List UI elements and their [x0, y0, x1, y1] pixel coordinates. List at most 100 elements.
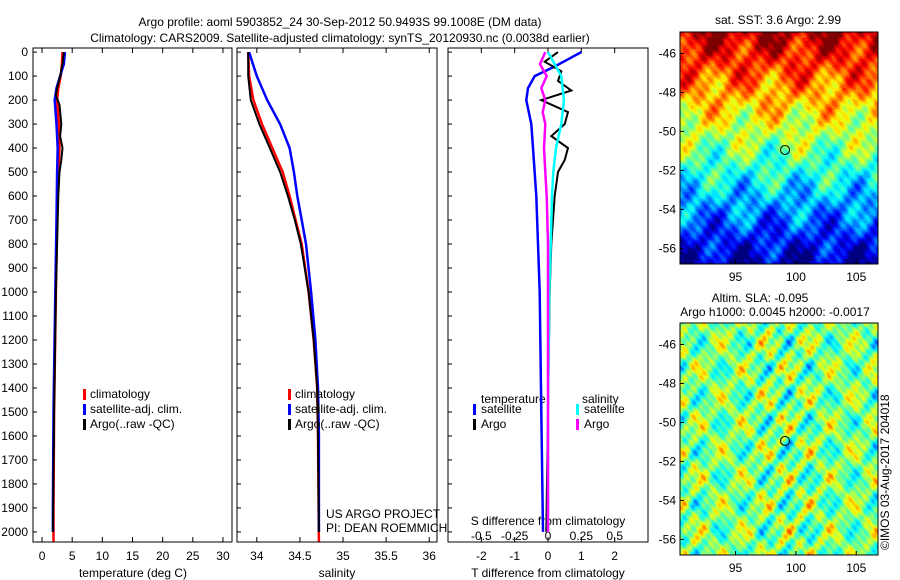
depth-tick-label: 1800	[1, 477, 28, 491]
diff-legend-swatch	[473, 404, 476, 415]
difference-x2tick-label: -0.5	[471, 529, 492, 543]
temperature-legend-label: Argo(..raw -QC)	[90, 417, 175, 431]
depth-tick-label: 1700	[1, 453, 28, 467]
difference-x2tick-label: 0.25	[570, 529, 594, 543]
sla-map-ytick-label: -48	[659, 376, 677, 390]
difference-xtick-label: 1	[578, 549, 585, 563]
sla-map-title2: Argo h1000: 0.0045 h2000: -0.0017	[680, 305, 870, 319]
depth-tick-label: 0	[21, 45, 28, 59]
imos-stamp: ©IMOS 03-Aug-2017 204018	[878, 394, 892, 550]
difference-xtick-label: 2	[611, 549, 618, 563]
temperature-legend-swatch	[83, 404, 86, 415]
difference-series-temperature-satellite	[525, 51, 582, 532]
salinity-xtick-label: 34.5	[288, 549, 312, 563]
sla-map-ytick-label: -50	[659, 415, 677, 429]
diff-legend-label: satellite	[584, 402, 625, 416]
salinity-xtick-label: 35.5	[374, 549, 398, 563]
depth-tick-label: 2000	[1, 525, 28, 539]
temperature-axes-frame	[32, 47, 233, 543]
depth-tick-label: 500	[8, 165, 28, 179]
depth-tick-label: 1300	[1, 357, 28, 371]
salinity-xtick-label: 35	[336, 549, 350, 563]
temperature-series-argo-raw-qc-	[51, 51, 65, 532]
sla-map-ytick-label: -52	[659, 454, 677, 468]
sst-map-frame	[679, 31, 879, 265]
depth-tick-label: 800	[8, 237, 28, 251]
depth-tick-label: 300	[8, 117, 28, 131]
salinity-legend-label: climatology	[295, 387, 355, 401]
difference-xtick-label: -2	[476, 549, 487, 563]
diff-legend-label: Argo	[584, 417, 610, 431]
depth-tick-label: 1100	[2, 309, 28, 323]
diff-legend-label: satellite	[481, 402, 522, 416]
sla-map-xtick-label: 105	[846, 561, 866, 575]
salinity-legend-label: Argo(..raw -QC)	[295, 417, 380, 431]
sla-map-frame	[679, 322, 879, 556]
depth-tick-label: 1900	[1, 501, 28, 515]
sla-map-image	[680, 323, 878, 555]
temperature-legend-swatch	[83, 389, 86, 400]
sla-map-ytick-label: -46	[659, 337, 677, 351]
sst-map-ytick-label: -50	[659, 124, 677, 138]
salinity-legend-label: satellite-adj. clim.	[295, 402, 387, 416]
sst-map-ytick-label: -46	[659, 46, 677, 60]
sla-map-ytick-label: -56	[659, 532, 677, 546]
depth-tick-label: 100	[8, 69, 28, 83]
temperature-legend-label: satellite-adj. clim.	[90, 402, 182, 416]
salinity-legend-swatch	[288, 419, 291, 430]
tdiff-xlabel: T difference from climatology	[471, 566, 625, 580]
temperature-xtick-label: 20	[156, 549, 170, 563]
temperature-xtick-label: 30	[216, 549, 230, 563]
salinity-xlabel: salinity	[319, 566, 356, 580]
depth-tick-label: 700	[8, 213, 28, 227]
salinity-legend-swatch	[288, 404, 291, 415]
temperature-xtick-label: 25	[186, 549, 200, 563]
diff-legend-swatch	[576, 419, 579, 430]
title-line2: Climatology: CARS2009. Satellite-adjuste…	[90, 31, 590, 45]
diff-legend-swatch	[473, 419, 476, 430]
diff-legend-swatch	[576, 404, 579, 415]
salinity-legend-swatch	[288, 389, 291, 400]
legend-salinity-title: salinity	[582, 392, 619, 406]
temperature-xtick-label: 0	[39, 549, 46, 563]
depth-tick-label: 600	[8, 189, 28, 203]
sst-map-ytick-label: -48	[659, 85, 677, 99]
sst-map-image	[680, 32, 878, 264]
sla-map-ytick-label: -54	[659, 493, 677, 507]
legend-temperature-title: temperature	[481, 392, 546, 406]
temperature-xtick-label: 10	[96, 549, 110, 563]
difference-series-salinity-satellite	[546, 51, 566, 532]
difference-x2tick-label: 0	[545, 529, 552, 543]
depth-tick-label: 1500	[1, 405, 28, 419]
salinity-xtick-label: 36	[423, 549, 437, 563]
temperature-xlabel: temperature (deg C)	[79, 566, 187, 580]
sla-map-xtick-label: 100	[786, 561, 806, 575]
title-line1: Argo profile: aoml 5903852_24 30-Sep-201…	[139, 15, 542, 29]
sst-map-ytick-label: -56	[659, 241, 677, 255]
temperature-xtick-label: 15	[126, 549, 140, 563]
sst-map-xtick-label: 95	[729, 270, 743, 284]
depth-tick-label: 400	[8, 141, 28, 155]
depth-tick-label: 900	[8, 261, 28, 275]
sla-map-title1: Altim. SLA: -0.095	[712, 291, 809, 305]
temperature-legend-label: climatology	[90, 387, 150, 401]
sst-map-xtick-label: 105	[846, 270, 866, 284]
depth-tick-label: 1200	[1, 333, 28, 347]
salinity-series-argo-raw-qc-	[247, 52, 320, 532]
sla-map-argo-location-marker	[780, 435, 791, 446]
depth-tick-label: 200	[8, 93, 28, 107]
sst-map-ytick-label: -54	[659, 202, 677, 216]
difference-xtick-label: -1	[509, 549, 520, 563]
sst-map-argo-location-marker	[780, 144, 791, 155]
sst-map-xtick-label: 100	[786, 270, 806, 284]
sla-map-xtick-label: 95	[729, 561, 743, 575]
sst-map-title: sat. SST: 3.6 Argo: 2.99	[715, 13, 841, 27]
depth-tick-label: 1600	[1, 429, 28, 443]
difference-x2tick-label: 0.5	[606, 529, 623, 543]
difference-xtick-label: 0	[545, 549, 552, 563]
salinity-xtick-label: 34	[250, 549, 264, 563]
temperature-legend-swatch	[83, 419, 86, 430]
sst-map-ytick-label: -52	[659, 163, 677, 177]
